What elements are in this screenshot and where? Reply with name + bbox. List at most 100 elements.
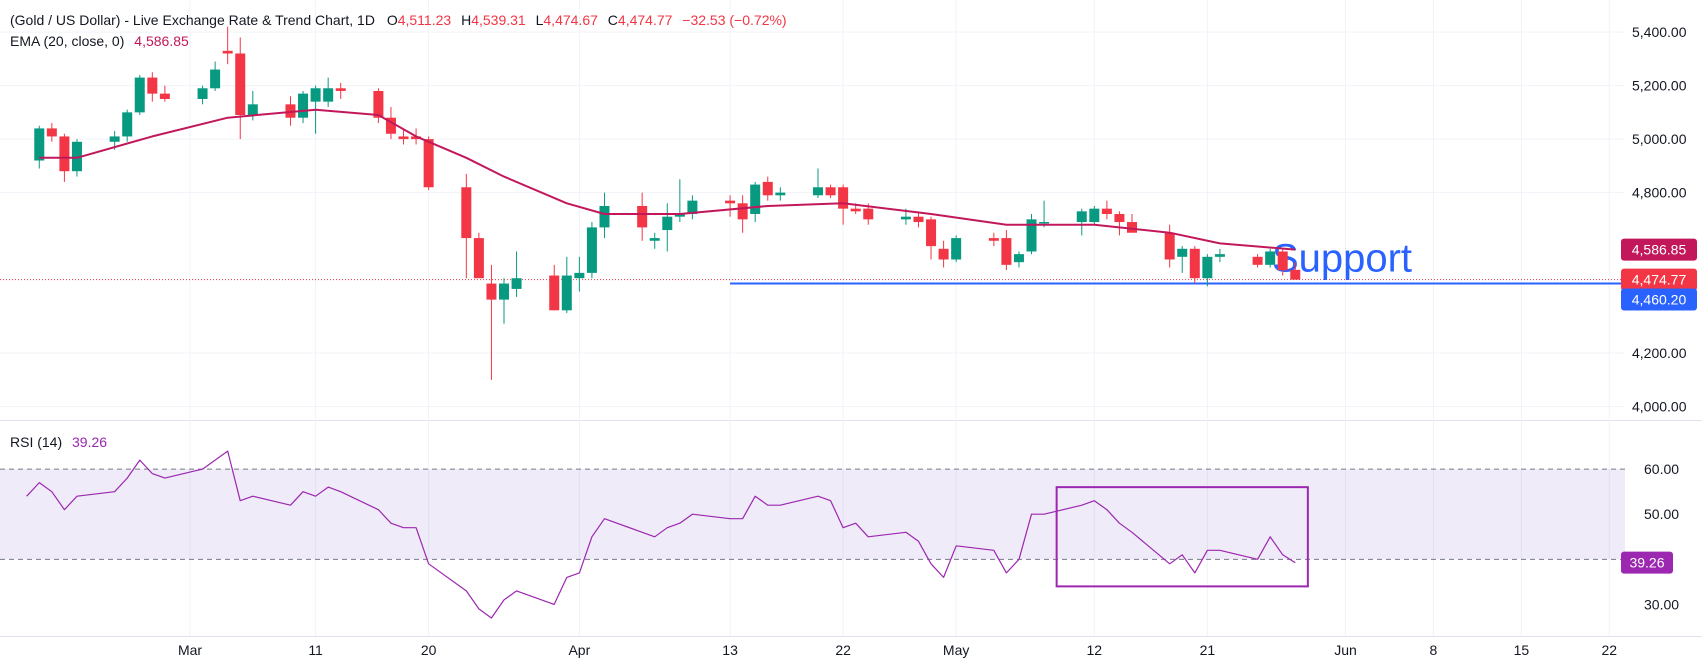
rsi-tick-label: 30.00 — [1644, 596, 1679, 612]
candle-body — [674, 214, 685, 217]
candle-body — [586, 227, 597, 273]
rsi-label: RSI (14) — [10, 434, 63, 450]
rsi-tick-label: 60.00 — [1644, 461, 1679, 477]
x-tick-label: Jun — [1334, 642, 1357, 658]
candle-body — [762, 181, 773, 196]
candle-body — [825, 187, 836, 196]
x-tick-label: 21 — [1200, 642, 1216, 658]
candle-body — [863, 208, 874, 220]
candle-body — [926, 219, 937, 247]
candle-body — [335, 88, 346, 91]
ema-line — [39, 108, 1296, 251]
candle-body — [34, 128, 45, 161]
high-label: H — [461, 12, 472, 28]
candle-body — [988, 238, 999, 241]
x-tick-label: 12 — [1087, 642, 1103, 658]
candle-body — [750, 184, 761, 215]
x-tick-label: Apr — [568, 642, 590, 658]
low-value: 4,474.67 — [543, 12, 598, 28]
x-tick-label: 20 — [421, 642, 437, 658]
ema-price-tag: 4,586.85 — [1632, 242, 1687, 258]
rsi-highlight-box — [1055, 486, 1309, 588]
candle-body — [599, 205, 610, 228]
candle-body — [913, 216, 924, 223]
low-label: L — [535, 12, 544, 28]
ema-label: EMA (20, close, 0) — [10, 33, 125, 49]
rsi-tick-label: 50.00 — [1644, 506, 1679, 522]
candle-body — [637, 205, 648, 228]
candle-body — [1001, 238, 1012, 265]
rsi-pane: 60.00 50.00 30.00 — [0, 461, 1679, 612]
candle-body — [473, 238, 484, 279]
candle-body — [134, 77, 145, 113]
candle-body — [1101, 208, 1112, 215]
chart-title: (Gold / US Dollar) - Live Exchange Rate … — [10, 12, 375, 28]
candle-body — [46, 128, 57, 137]
candle-body — [649, 238, 660, 241]
candle-body — [1202, 256, 1213, 279]
open-label: O — [386, 12, 398, 28]
candle-body — [1013, 254, 1024, 263]
candle-body — [323, 88, 334, 102]
candle-body — [385, 117, 396, 134]
candle-body — [398, 136, 409, 140]
candle-body — [1265, 251, 1276, 265]
candle-body — [109, 136, 120, 142]
chart-header: (Gold / US Dollar) - Live Exchange Rate … — [10, 12, 787, 28]
candle-body — [938, 248, 949, 260]
high-value: 4,539.31 — [471, 12, 526, 28]
candle-body — [499, 283, 509, 300]
candle-body — [373, 90, 384, 118]
ema-value: 4,586.85 — [134, 33, 189, 49]
candle-body — [511, 278, 522, 289]
candle-body — [486, 283, 497, 300]
y-tick-label: 5,000.00 — [1632, 131, 1687, 147]
candle-body — [59, 136, 70, 172]
candle-body — [197, 88, 208, 99]
candle-body — [1290, 269, 1301, 280]
x-tick-label: 11 — [308, 642, 323, 658]
candle-body — [1089, 208, 1100, 223]
x-tick-label: 22 — [835, 642, 851, 658]
candle-body — [574, 272, 585, 279]
rsi-band — [0, 469, 1625, 560]
rsi-line — [26, 450, 1296, 619]
candle-body — [850, 208, 861, 212]
candle-body — [71, 141, 82, 172]
candle-body — [1177, 248, 1188, 257]
y-tick-label: 4,800.00 — [1632, 185, 1687, 201]
support-price-tag: 4,460.20 — [1632, 292, 1687, 308]
candle-body — [235, 53, 246, 116]
open-value: 4,511.23 — [397, 12, 452, 28]
candle-body — [1114, 214, 1125, 223]
candle-body — [210, 69, 221, 89]
y-tick-label: 5,400.00 — [1632, 24, 1687, 40]
candle-body — [1039, 222, 1050, 224]
candle-body — [549, 275, 560, 311]
y-tick-label: 4,200.00 — [1632, 345, 1687, 361]
x-tick-label: 15 — [1514, 642, 1530, 658]
x-tick-label: 8 — [1430, 642, 1438, 658]
candle-body — [838, 187, 849, 209]
candle-body — [122, 112, 133, 137]
candle-body — [561, 275, 572, 311]
close-label: C — [607, 12, 618, 28]
candle-body — [423, 139, 434, 188]
candle-body — [461, 187, 472, 239]
x-tick-label: Mar — [178, 642, 202, 658]
rsi-value-tag: 39.26 — [1629, 555, 1664, 571]
x-tick-label: 22 — [1601, 642, 1617, 658]
y-tick-label: 4,000.00 — [1632, 399, 1687, 415]
candle-body — [725, 200, 736, 204]
candle-body — [222, 50, 233, 54]
candle-body — [1076, 211, 1087, 223]
candle-body — [813, 187, 823, 196]
rsi-value-tag-bg — [1621, 551, 1673, 574]
change-value: −32.53 (−0.72%) — [682, 12, 787, 28]
candle-body — [900, 216, 911, 220]
candle-body — [310, 88, 321, 102]
candle-body — [247, 104, 258, 116]
support-price-tag-bg — [1621, 288, 1697, 311]
